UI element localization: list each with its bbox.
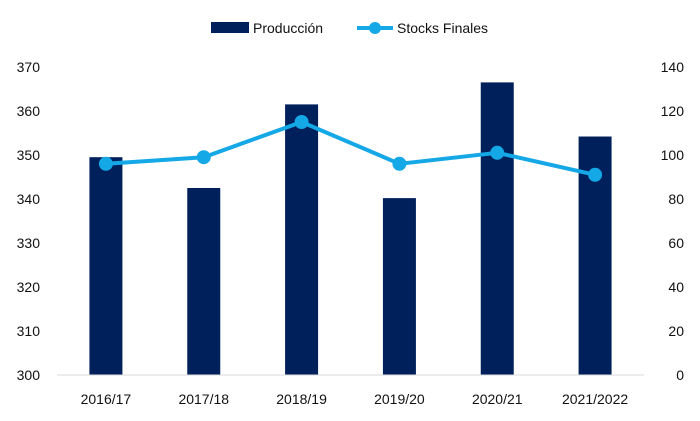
bar-produccion — [187, 188, 221, 375]
y-left-tick-label: 300 — [17, 367, 41, 383]
y-right-tick-label: 0 — [676, 367, 684, 383]
point-stocks-finales — [196, 150, 211, 165]
y-left-tick-label: 320 — [17, 279, 41, 295]
y-axis-right: 0 20 40 60 80 100 120 140 — [661, 59, 685, 383]
x-tick-label: 2017/18 — [178, 391, 229, 407]
x-tick-label: 2016/17 — [81, 391, 132, 407]
x-tick-label: 2018/19 — [276, 391, 327, 407]
y-right-tick-label: 120 — [661, 103, 685, 119]
bar-produccion — [89, 157, 123, 375]
point-stocks-finales — [588, 167, 603, 182]
y-right-tick-label: 80 — [668, 191, 684, 207]
y-axis-left: 300 310 320 330 340 350 360 370 — [17, 59, 41, 383]
legend: Producción Stocks Finales — [211, 20, 488, 36]
x-tick-label: 2020/21 — [472, 391, 523, 407]
y-right-tick-label: 100 — [661, 147, 685, 163]
y-right-tick-label: 40 — [668, 279, 684, 295]
y-left-tick-label: 360 — [17, 103, 41, 119]
y-left-tick-label: 370 — [17, 59, 41, 75]
bar-produccion — [480, 82, 514, 376]
legend-label-produccion: Producción — [253, 20, 323, 36]
point-stocks-finales — [490, 145, 505, 160]
bar-series-produccion — [89, 82, 612, 376]
point-stocks-finales — [392, 156, 407, 171]
legend-label-stocks-finales: Stocks Finales — [397, 20, 488, 36]
x-tick-label: 2021/2022 — [562, 391, 628, 407]
bar-produccion — [285, 104, 319, 376]
x-tick-label: 2019/20 — [374, 391, 425, 407]
y-left-tick-label: 350 — [17, 147, 41, 163]
y-right-tick-label: 140 — [661, 59, 685, 75]
x-axis: 2016/17 2017/18 2018/19 2019/20 2020/21 2021/… — [81, 391, 629, 407]
bar-produccion — [382, 198, 416, 375]
line-series-stocks-finales — [98, 115, 603, 182]
legend-swatch-stocks-marker — [369, 22, 381, 34]
line-stocks-finales — [105, 120, 596, 177]
point-stocks-finales — [294, 115, 309, 129]
y-left-tick-label: 340 — [17, 191, 41, 207]
y-left-tick-label: 330 — [17, 235, 41, 251]
y-left-tick-label: 310 — [17, 323, 41, 339]
y-right-tick-label: 20 — [668, 323, 684, 339]
legend-swatch-produccion — [211, 22, 249, 33]
y-right-tick-label: 60 — [668, 235, 684, 251]
point-stocks-finales — [98, 156, 113, 171]
